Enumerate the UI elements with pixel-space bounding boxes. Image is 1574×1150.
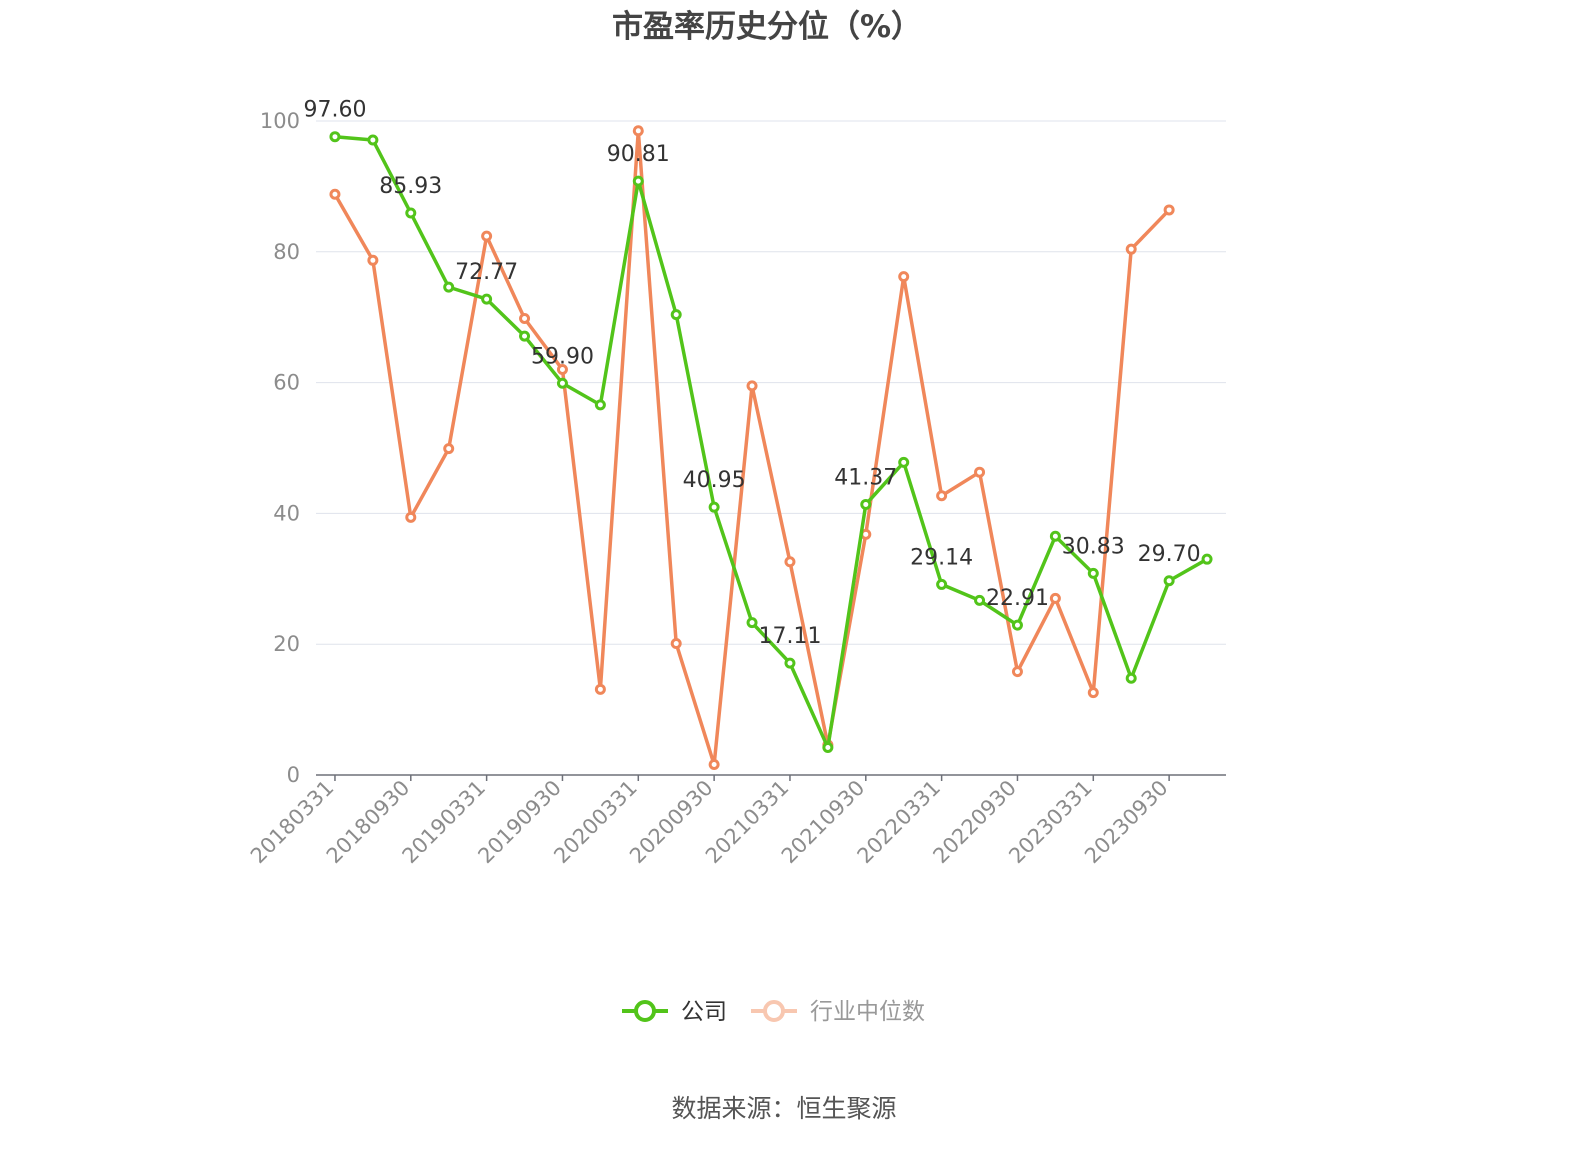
industry-point[interactable] <box>443 443 455 455</box>
industry-point[interactable] <box>329 188 341 200</box>
company-point[interactable] <box>784 657 796 669</box>
y-tick-label: 100 <box>260 109 300 133</box>
company-data-label: 97.60 <box>303 98 366 123</box>
industry-point[interactable] <box>556 364 568 376</box>
company-point[interactable] <box>594 399 606 411</box>
company-point[interactable] <box>708 501 720 513</box>
industry-point[interactable] <box>898 271 910 283</box>
data-labels: 97.60 85.93 72.77 59.90 90.81 40.95 17.11 41.37… <box>303 98 1200 649</box>
industry-point[interactable] <box>1163 204 1175 216</box>
company-point[interactable] <box>556 377 568 389</box>
industry-point[interactable] <box>632 125 644 137</box>
y-tick-label: 20 <box>273 632 300 656</box>
company-point[interactable] <box>936 578 948 590</box>
grid-lines <box>316 120 1226 645</box>
company-data-label: 90.81 <box>607 142 670 167</box>
company-data-label: 40.95 <box>683 468 746 493</box>
y-tick-label: 80 <box>273 240 300 264</box>
company-point[interactable] <box>898 456 910 468</box>
company-data-label: 22.91 <box>986 586 1049 611</box>
industry-point[interactable] <box>670 638 682 650</box>
company-point[interactable] <box>1163 575 1175 587</box>
y-tick-label: 0 <box>287 763 300 787</box>
x-tick-label: 20230930 <box>1080 776 1173 869</box>
company-series-line <box>334 134 1208 750</box>
y-tick-label: 40 <box>273 501 300 525</box>
company-point[interactable] <box>746 617 758 629</box>
company-point[interactable] <box>405 207 417 219</box>
legend-item-industry[interactable]: 行业中位数 <box>751 999 925 1025</box>
company-point[interactable] <box>481 293 493 305</box>
company-data-label: 59.90 <box>531 344 594 369</box>
company-data-label: 29.70 <box>1138 542 1201 567</box>
legend[interactable]: 公司 行业中位数 <box>622 999 925 1025</box>
chart-title: 市盈率历史分位（%） <box>612 9 922 45</box>
industry-point[interactable] <box>708 759 720 771</box>
industry-point[interactable] <box>367 254 379 266</box>
legend-industry-marker-icon <box>763 1000 785 1022</box>
company-data-label: 72.77 <box>455 260 518 285</box>
legend-company-marker-icon <box>634 1000 656 1022</box>
company-point[interactable] <box>1125 672 1137 684</box>
company-data-label: 29.14 <box>910 545 973 570</box>
industry-point[interactable] <box>1125 243 1137 255</box>
industry-series-line <box>333 129 1171 767</box>
company-data-label: 85.93 <box>379 174 442 199</box>
company-point[interactable] <box>1201 553 1213 565</box>
company-point[interactable] <box>1087 567 1099 579</box>
company-point[interactable] <box>1049 530 1061 542</box>
industry-point[interactable] <box>936 490 948 502</box>
industry-point[interactable] <box>594 683 606 695</box>
company-point[interactable] <box>367 134 379 146</box>
company-point[interactable] <box>670 309 682 321</box>
industry-point[interactable] <box>481 230 493 242</box>
data-source: 数据来源：恒生聚源 <box>671 1094 896 1123</box>
industry-point[interactable] <box>784 556 796 568</box>
company-data-label: 30.83 <box>1062 534 1125 559</box>
company-data-label: 41.37 <box>834 465 897 490</box>
company-point[interactable] <box>329 131 341 143</box>
company-point[interactable] <box>519 330 531 342</box>
industry-point[interactable] <box>1087 687 1099 699</box>
company-point[interactable] <box>822 742 834 754</box>
industry-point[interactable] <box>1049 592 1061 604</box>
industry-point[interactable] <box>405 511 417 523</box>
company-point[interactable] <box>632 175 644 187</box>
industry-point[interactable] <box>1011 666 1023 678</box>
industry-point[interactable] <box>746 380 758 392</box>
company-point[interactable] <box>1011 619 1023 631</box>
y-tick-label: 60 <box>273 371 300 395</box>
company-point[interactable] <box>443 281 455 293</box>
industry-point[interactable] <box>974 466 986 478</box>
series-layer <box>329 125 1213 771</box>
legend-industry-label: 行业中位数 <box>810 999 925 1025</box>
company-data-label: 17.11 <box>758 624 821 649</box>
legend-item-company[interactable]: 公司 <box>622 999 727 1025</box>
company-point[interactable] <box>860 498 872 510</box>
legend-company-label: 公司 <box>681 999 727 1025</box>
company-point[interactable] <box>974 594 986 606</box>
industry-point[interactable] <box>519 313 531 325</box>
